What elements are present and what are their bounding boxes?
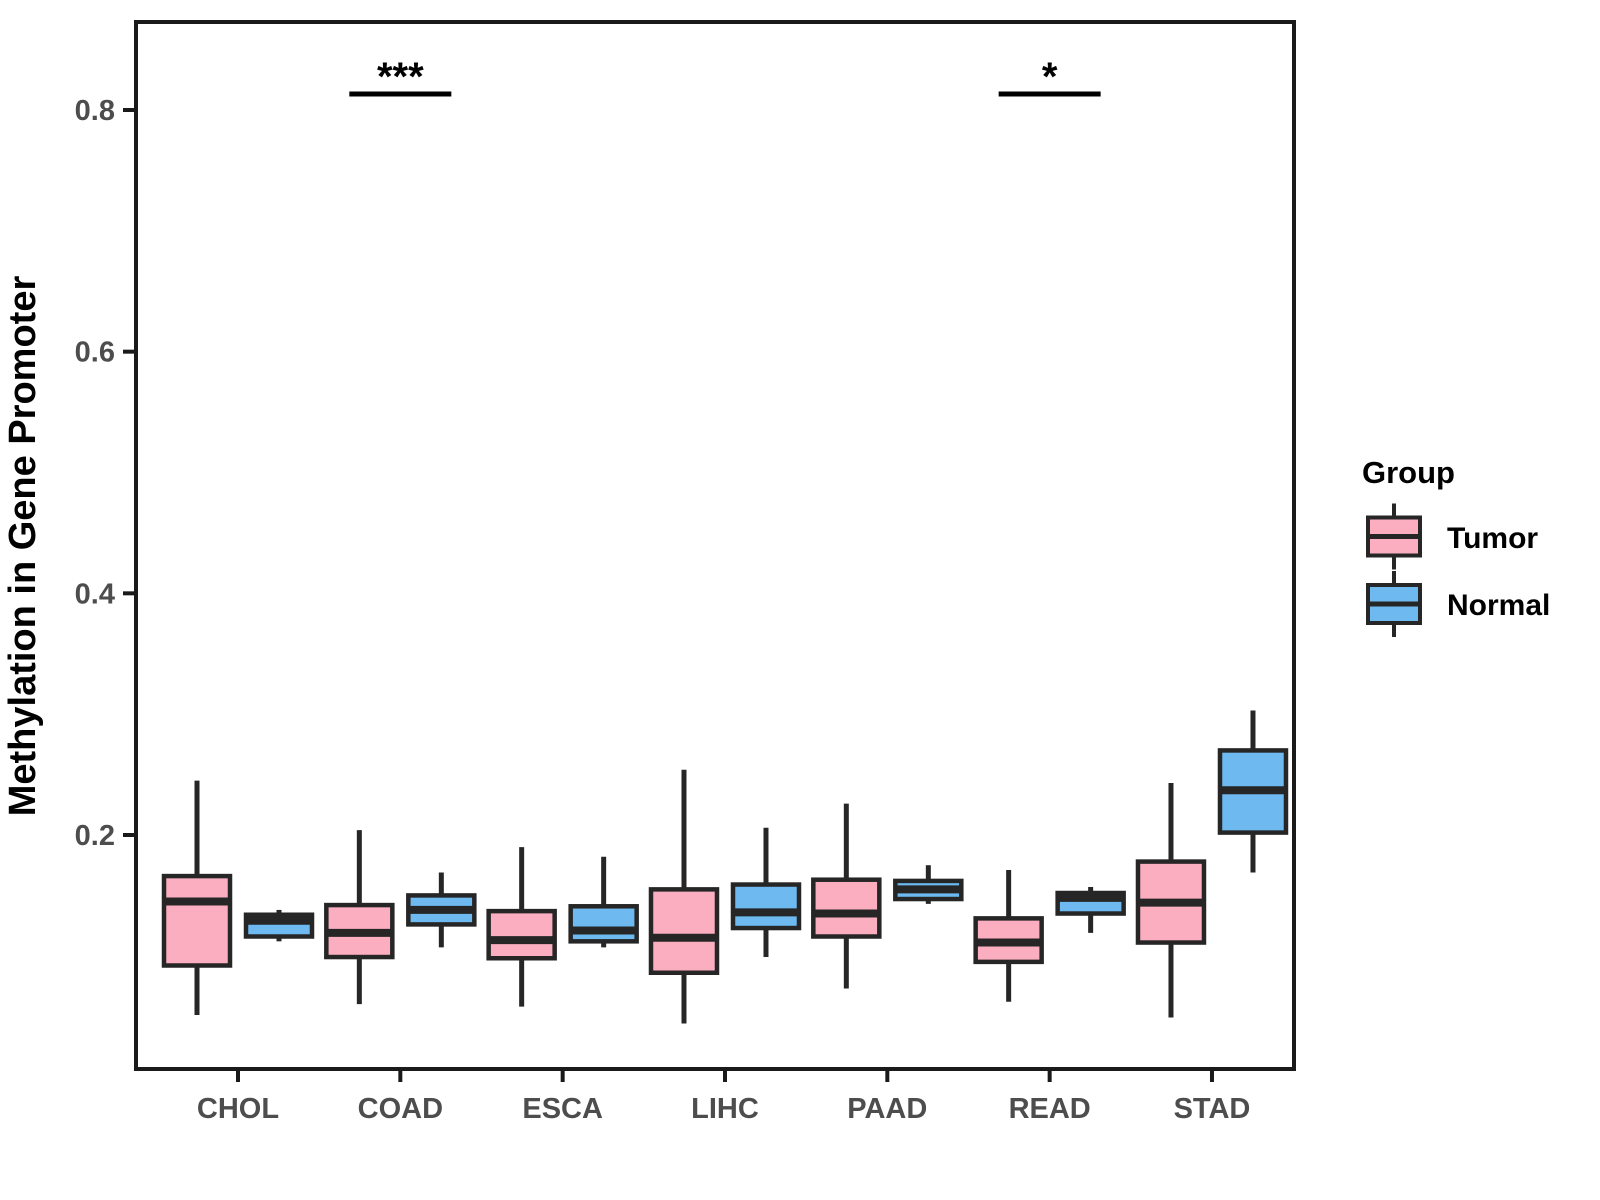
x-tick-label: STAD <box>1174 1093 1251 1125</box>
legend-title: Group <box>1362 455 1455 490</box>
boxplot-normal-READ <box>1055 886 1126 933</box>
boxplot-tumor-ESCA <box>486 847 557 1007</box>
significance-stars: * <box>1042 55 1058 99</box>
boxplot-tumor-CHOL <box>161 780 233 1016</box>
x-tick-label: PAAD <box>847 1093 927 1125</box>
legend: Group Tumor Normal <box>1362 455 1550 637</box>
legend-label-normal: Normal <box>1447 589 1550 622</box>
significance-READ: * <box>998 55 1101 99</box>
boxplot-tumor-STAD <box>1135 783 1207 1018</box>
boxplot-normal-ESCA <box>568 856 639 948</box>
legend-key-tumor <box>1366 503 1422 570</box>
legend-key-normal <box>1366 571 1422 637</box>
iqr-box <box>568 904 639 944</box>
boxplot-normal-LIHC <box>730 827 802 958</box>
iqr-box <box>161 873 233 968</box>
y-tick-label: 0.8 <box>75 95 115 127</box>
boxplot-tumor-PAAD <box>811 803 882 989</box>
y-axis-title: Methylation in Gene Promoter <box>2 276 44 817</box>
boxplot-tumor-LIHC <box>648 769 720 1024</box>
iqr-box <box>730 882 802 931</box>
panel-border <box>134 20 1296 1071</box>
boxplot-normal-CHOL <box>243 909 315 942</box>
y-tick-label: 0.2 <box>75 820 115 852</box>
boxplot-normal-PAAD <box>893 865 964 904</box>
iqr-box <box>811 877 882 939</box>
x-tick-label: LIHC <box>691 1093 759 1125</box>
y-tick-label: 0.4 <box>75 578 115 610</box>
y-axis: 0.2 0.4 0.6 0.8 <box>75 95 136 852</box>
x-tick-label: READ <box>1009 1093 1091 1125</box>
iqr-box <box>648 887 720 975</box>
boxplot-normal-STAD <box>1217 710 1289 873</box>
boxplot-normal-COAD <box>406 872 477 948</box>
x-axis: CHOL COAD ESCA LIHC PAAD READ STAD <box>197 1069 1250 1125</box>
legend-label-tumor: Tumor <box>1447 522 1538 555</box>
iqr-box <box>486 908 557 961</box>
significance-COAD: *** <box>349 55 452 99</box>
boxplot-tumor-READ <box>973 870 1044 1002</box>
x-tick-label: ESCA <box>522 1093 603 1125</box>
x-tick-label: COAD <box>358 1093 443 1125</box>
y-tick-label: 0.6 <box>75 337 115 369</box>
boxplot-tumor-COAD <box>324 830 395 1005</box>
x-tick-label: CHOL <box>197 1093 279 1125</box>
